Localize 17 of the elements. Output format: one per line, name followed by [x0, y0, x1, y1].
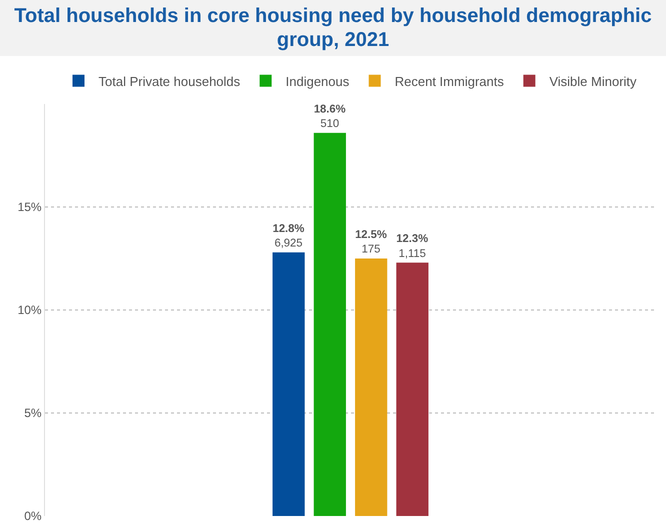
bar [396, 262, 428, 516]
data-label: 18.6% 510 [314, 103, 346, 130]
bar [272, 252, 305, 516]
y-tick-label: 5% [24, 406, 42, 420]
legend-label: Indigenous [286, 74, 350, 89]
y-tick-label: 0% [24, 509, 42, 524]
bar [314, 132, 346, 516]
legend-label: Visible Minority [549, 74, 638, 89]
data-label: 12.3% 1,115 [396, 233, 428, 260]
data-label: 12.8% 6,925 [272, 222, 304, 250]
bar [355, 258, 388, 516]
y-tick-label: 10% [18, 303, 42, 318]
legend-label: Total Private households [98, 74, 241, 89]
legend-label: Recent Immigrants [394, 74, 504, 89]
chart-title: Total households in core housing need by household demographic group, 2021 [0, 0, 666, 56]
data-label: 12.5% 175 [355, 229, 387, 256]
y-tick-label: 15% [18, 200, 42, 214]
